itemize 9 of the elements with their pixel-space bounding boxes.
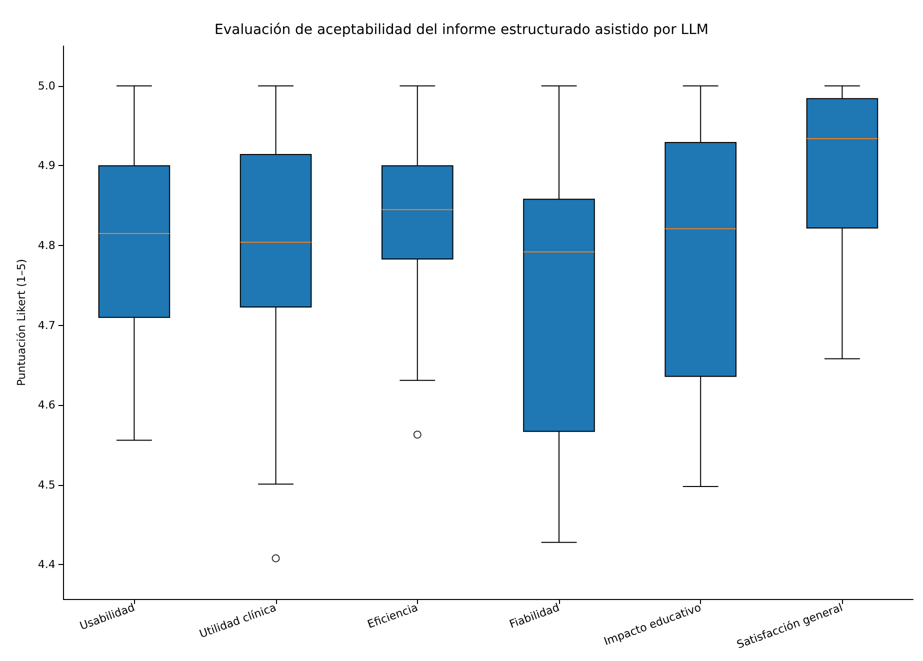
y-axis-title: Puntuación Likert (1–5) <box>15 258 28 386</box>
y-tick-label: 4.6 <box>38 398 56 412</box>
y-tick-label: 4.8 <box>38 238 56 252</box>
chart-title: Evaluación de aceptabilidad del informe estructurado asistido por LLM <box>214 22 708 38</box>
y-tick-label: 5.0 <box>38 79 56 92</box>
y-tick-label: 4.9 <box>38 159 56 172</box>
y-tick-label: 4.7 <box>38 318 56 332</box>
y-tick-label: 4.4 <box>38 558 56 572</box>
y-tick-label: 4.5 <box>38 478 56 492</box>
